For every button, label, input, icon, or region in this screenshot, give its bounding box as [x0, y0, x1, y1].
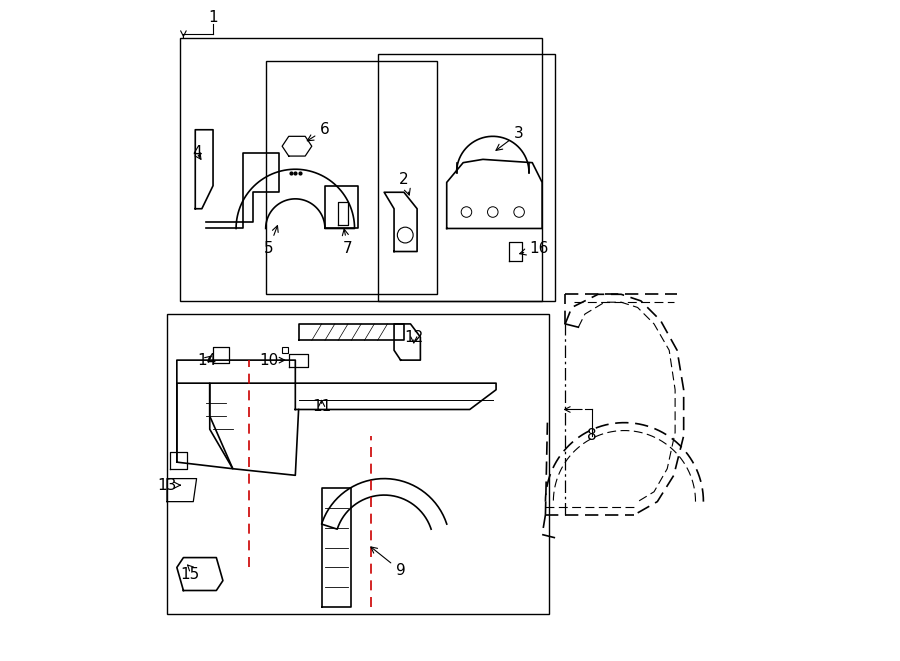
- Bar: [167, 314, 549, 613]
- Polygon shape: [236, 169, 355, 229]
- Polygon shape: [213, 347, 230, 364]
- Polygon shape: [509, 242, 522, 261]
- Polygon shape: [338, 202, 348, 225]
- Text: 15: 15: [180, 566, 200, 582]
- Text: 8: 8: [587, 428, 597, 444]
- Bar: [266, 61, 436, 294]
- Polygon shape: [176, 360, 295, 469]
- Bar: [180, 38, 542, 301]
- Text: 9: 9: [371, 547, 406, 578]
- Bar: [378, 54, 555, 301]
- Text: 16: 16: [519, 241, 548, 256]
- Text: 4: 4: [192, 145, 202, 160]
- Polygon shape: [289, 354, 309, 367]
- Text: 12: 12: [404, 330, 423, 344]
- Text: 14: 14: [197, 352, 216, 368]
- Polygon shape: [321, 488, 351, 607]
- Polygon shape: [299, 324, 404, 340]
- Polygon shape: [176, 558, 223, 590]
- Polygon shape: [321, 479, 446, 529]
- Text: 7: 7: [342, 229, 353, 256]
- Text: 6: 6: [307, 122, 329, 141]
- Text: 5: 5: [265, 225, 278, 256]
- Polygon shape: [170, 452, 186, 469]
- Polygon shape: [167, 479, 196, 502]
- Text: 1: 1: [208, 11, 218, 25]
- Polygon shape: [283, 136, 311, 156]
- Polygon shape: [394, 324, 420, 360]
- Text: 10: 10: [259, 352, 279, 368]
- Text: 3: 3: [496, 126, 524, 150]
- Polygon shape: [384, 192, 417, 252]
- Polygon shape: [446, 159, 542, 229]
- Text: 11: 11: [312, 399, 331, 414]
- Text: 13: 13: [158, 478, 180, 492]
- Text: 2: 2: [399, 172, 410, 195]
- Polygon shape: [295, 383, 496, 409]
